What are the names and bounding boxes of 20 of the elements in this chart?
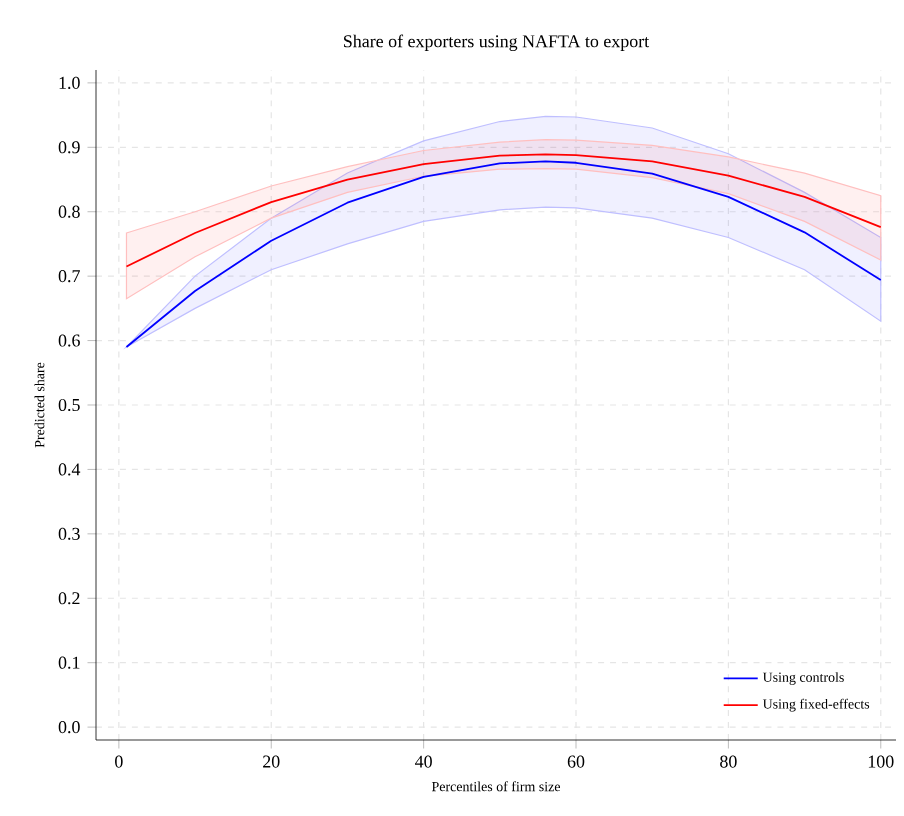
y-tick-label: 1.0 (59, 76, 80, 89)
y-tick-label: 0.2 (58, 592, 80, 605)
y-tick-label: 0.7 (58, 270, 80, 283)
y-tick-label: 0.8 (58, 205, 80, 218)
chart-title: Share of exporters using NAFTA to export (344, 34, 650, 51)
y-tick-label: 0.9 (58, 141, 80, 154)
y-tick-label: 0.3 (58, 527, 80, 540)
y-tick-label: 0.1 (58, 656, 80, 669)
x-tick-label: 0 (115, 755, 123, 768)
line-series (125, 153, 882, 268)
y-tick-label: 0.0 (58, 721, 80, 734)
y-tick-label: 0.4 (58, 463, 81, 476)
y-tick-label: 0.5 (58, 398, 80, 412)
x-tick-label: 60 (567, 755, 585, 768)
x-tick-label: 40 (415, 755, 432, 768)
x-tick-label: 100 (868, 755, 894, 768)
x-tick-label: 20 (263, 755, 280, 768)
y-tick-label: 0.6 (58, 334, 80, 347)
line-series (125, 160, 882, 348)
x-tick-label: 80 (720, 755, 737, 768)
